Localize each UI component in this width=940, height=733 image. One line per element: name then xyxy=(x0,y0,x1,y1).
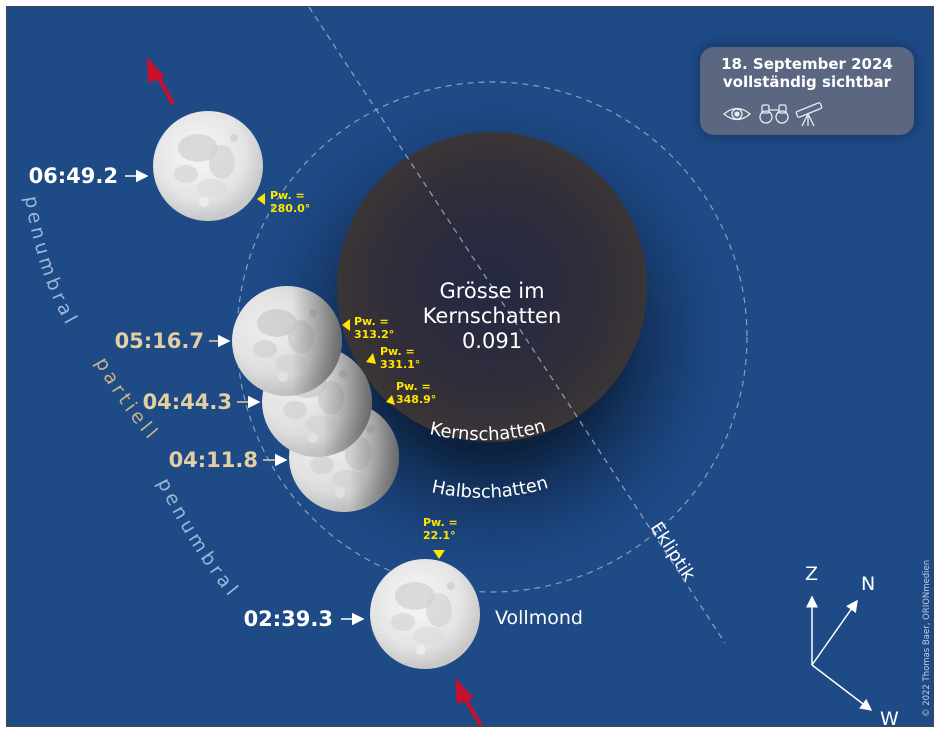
compass-west: W xyxy=(880,708,899,726)
time-0411: 04:11.8 xyxy=(169,448,258,472)
umbra-magnitude: 0.091 xyxy=(462,329,522,353)
moon-0239 xyxy=(370,559,480,669)
time-0649: 06:49.2 xyxy=(29,164,118,188)
moon-0516 xyxy=(232,286,342,396)
svg-text:22.1°: 22.1° xyxy=(423,529,456,542)
telescope-icon xyxy=(795,102,823,127)
svg-text:280.0°: 280.0° xyxy=(270,202,310,215)
ecliptic-label: Ekliptik xyxy=(646,518,700,585)
pw-marker-0649: Pw. = 280.0° xyxy=(257,189,310,215)
time-0444: 04:44.3 xyxy=(143,390,232,414)
eclipse-diagram: Grösse im Kernschatten 0.091 Kernschatte… xyxy=(6,6,934,727)
svg-text:Pw. =: Pw. = xyxy=(270,189,305,202)
moon-0649 xyxy=(153,111,263,221)
compass: Z N W xyxy=(805,563,899,726)
penumbra-outline xyxy=(236,81,748,593)
visibility-status: vollständig sichtbar xyxy=(722,73,892,91)
info-box: 18. September 2024 vollständig sichtbar xyxy=(700,47,914,135)
moon-path-arrow-entry xyxy=(455,678,483,726)
time-0239: 02:39.3 xyxy=(244,607,333,631)
moon-path-arrow-exit xyxy=(147,57,175,105)
eye-icon xyxy=(722,107,752,121)
svg-text:Pw. =: Pw. = xyxy=(423,516,458,529)
eclipse-date: 18. September 2024 xyxy=(721,55,893,73)
full-moon-label: Vollmond xyxy=(495,607,583,629)
svg-text:348.9°: 348.9° xyxy=(396,393,436,406)
phase-label-penumbral-bottom: penumbral xyxy=(153,474,245,602)
compass-zenith: Z xyxy=(805,563,818,585)
umbra-label-line2: Kernschatten xyxy=(423,304,562,328)
pw-marker-0444: Pw. = 331.1° xyxy=(366,345,420,371)
credit: © 2022 Thomas Baer, ORIONmedien xyxy=(922,560,932,717)
ecliptic-line xyxy=(308,7,726,644)
umbra-label-line1: Grösse im xyxy=(439,279,544,303)
time-0516: 05:16.7 xyxy=(115,329,204,353)
visibility-icons xyxy=(722,102,823,127)
svg-text:313.2°: 313.2° xyxy=(354,328,394,341)
pw-marker-0411: Pw. = 348.9° xyxy=(386,380,436,406)
pw-marker-0516: Pw. = 313.2° xyxy=(342,315,394,341)
phase-label-penumbral-top: penumbral xyxy=(20,194,83,331)
svg-text:Pw. =: Pw. = xyxy=(354,315,389,328)
pw-marker-0239: Pw. = 22.1° xyxy=(423,516,458,559)
compass-north: N xyxy=(861,573,875,595)
svg-text:Pw. =: Pw. = xyxy=(396,380,431,393)
svg-text:331.1°: 331.1° xyxy=(380,358,420,371)
binoculars-icon xyxy=(759,104,789,124)
svg-text:Pw. =: Pw. = xyxy=(380,345,415,358)
eclipse-canvas: Grösse im Kernschatten 0.091 Kernschatte… xyxy=(20,7,932,726)
